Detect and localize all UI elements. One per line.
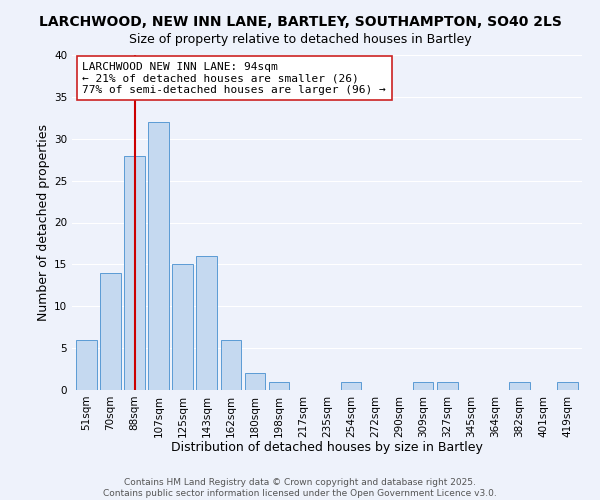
Bar (100, 273, 121, 390)
Bar (269, 382, 289, 390)
Bar (509, 382, 530, 390)
X-axis label: Distribution of detached houses by size in Bartley: Distribution of detached houses by size … (171, 441, 483, 454)
Bar (557, 382, 578, 390)
Bar (245, 373, 265, 390)
Bar (148, 122, 169, 390)
Y-axis label: Number of detached properties: Number of detached properties (37, 124, 50, 321)
Text: LARCHWOOD NEW INN LANE: 94sqm
← 21% of detached houses are smaller (26)
77% of s: LARCHWOOD NEW INN LANE: 94sqm ← 21% of d… (82, 62, 386, 95)
Text: Contains HM Land Registry data © Crown copyright and database right 2025.
Contai: Contains HM Land Registry data © Crown c… (103, 478, 497, 498)
Bar (413, 382, 433, 390)
Bar (76, 340, 97, 390)
Text: LARCHWOOD, NEW INN LANE, BARTLEY, SOUTHAMPTON, SO40 2LS: LARCHWOOD, NEW INN LANE, BARTLEY, SOUTHA… (38, 15, 562, 29)
Bar (124, 156, 145, 390)
Text: Size of property relative to detached houses in Bartley: Size of property relative to detached ho… (128, 32, 472, 46)
Bar (221, 340, 241, 390)
Bar (172, 264, 193, 390)
Bar (341, 382, 361, 390)
Bar (437, 382, 458, 390)
Bar (196, 256, 217, 390)
